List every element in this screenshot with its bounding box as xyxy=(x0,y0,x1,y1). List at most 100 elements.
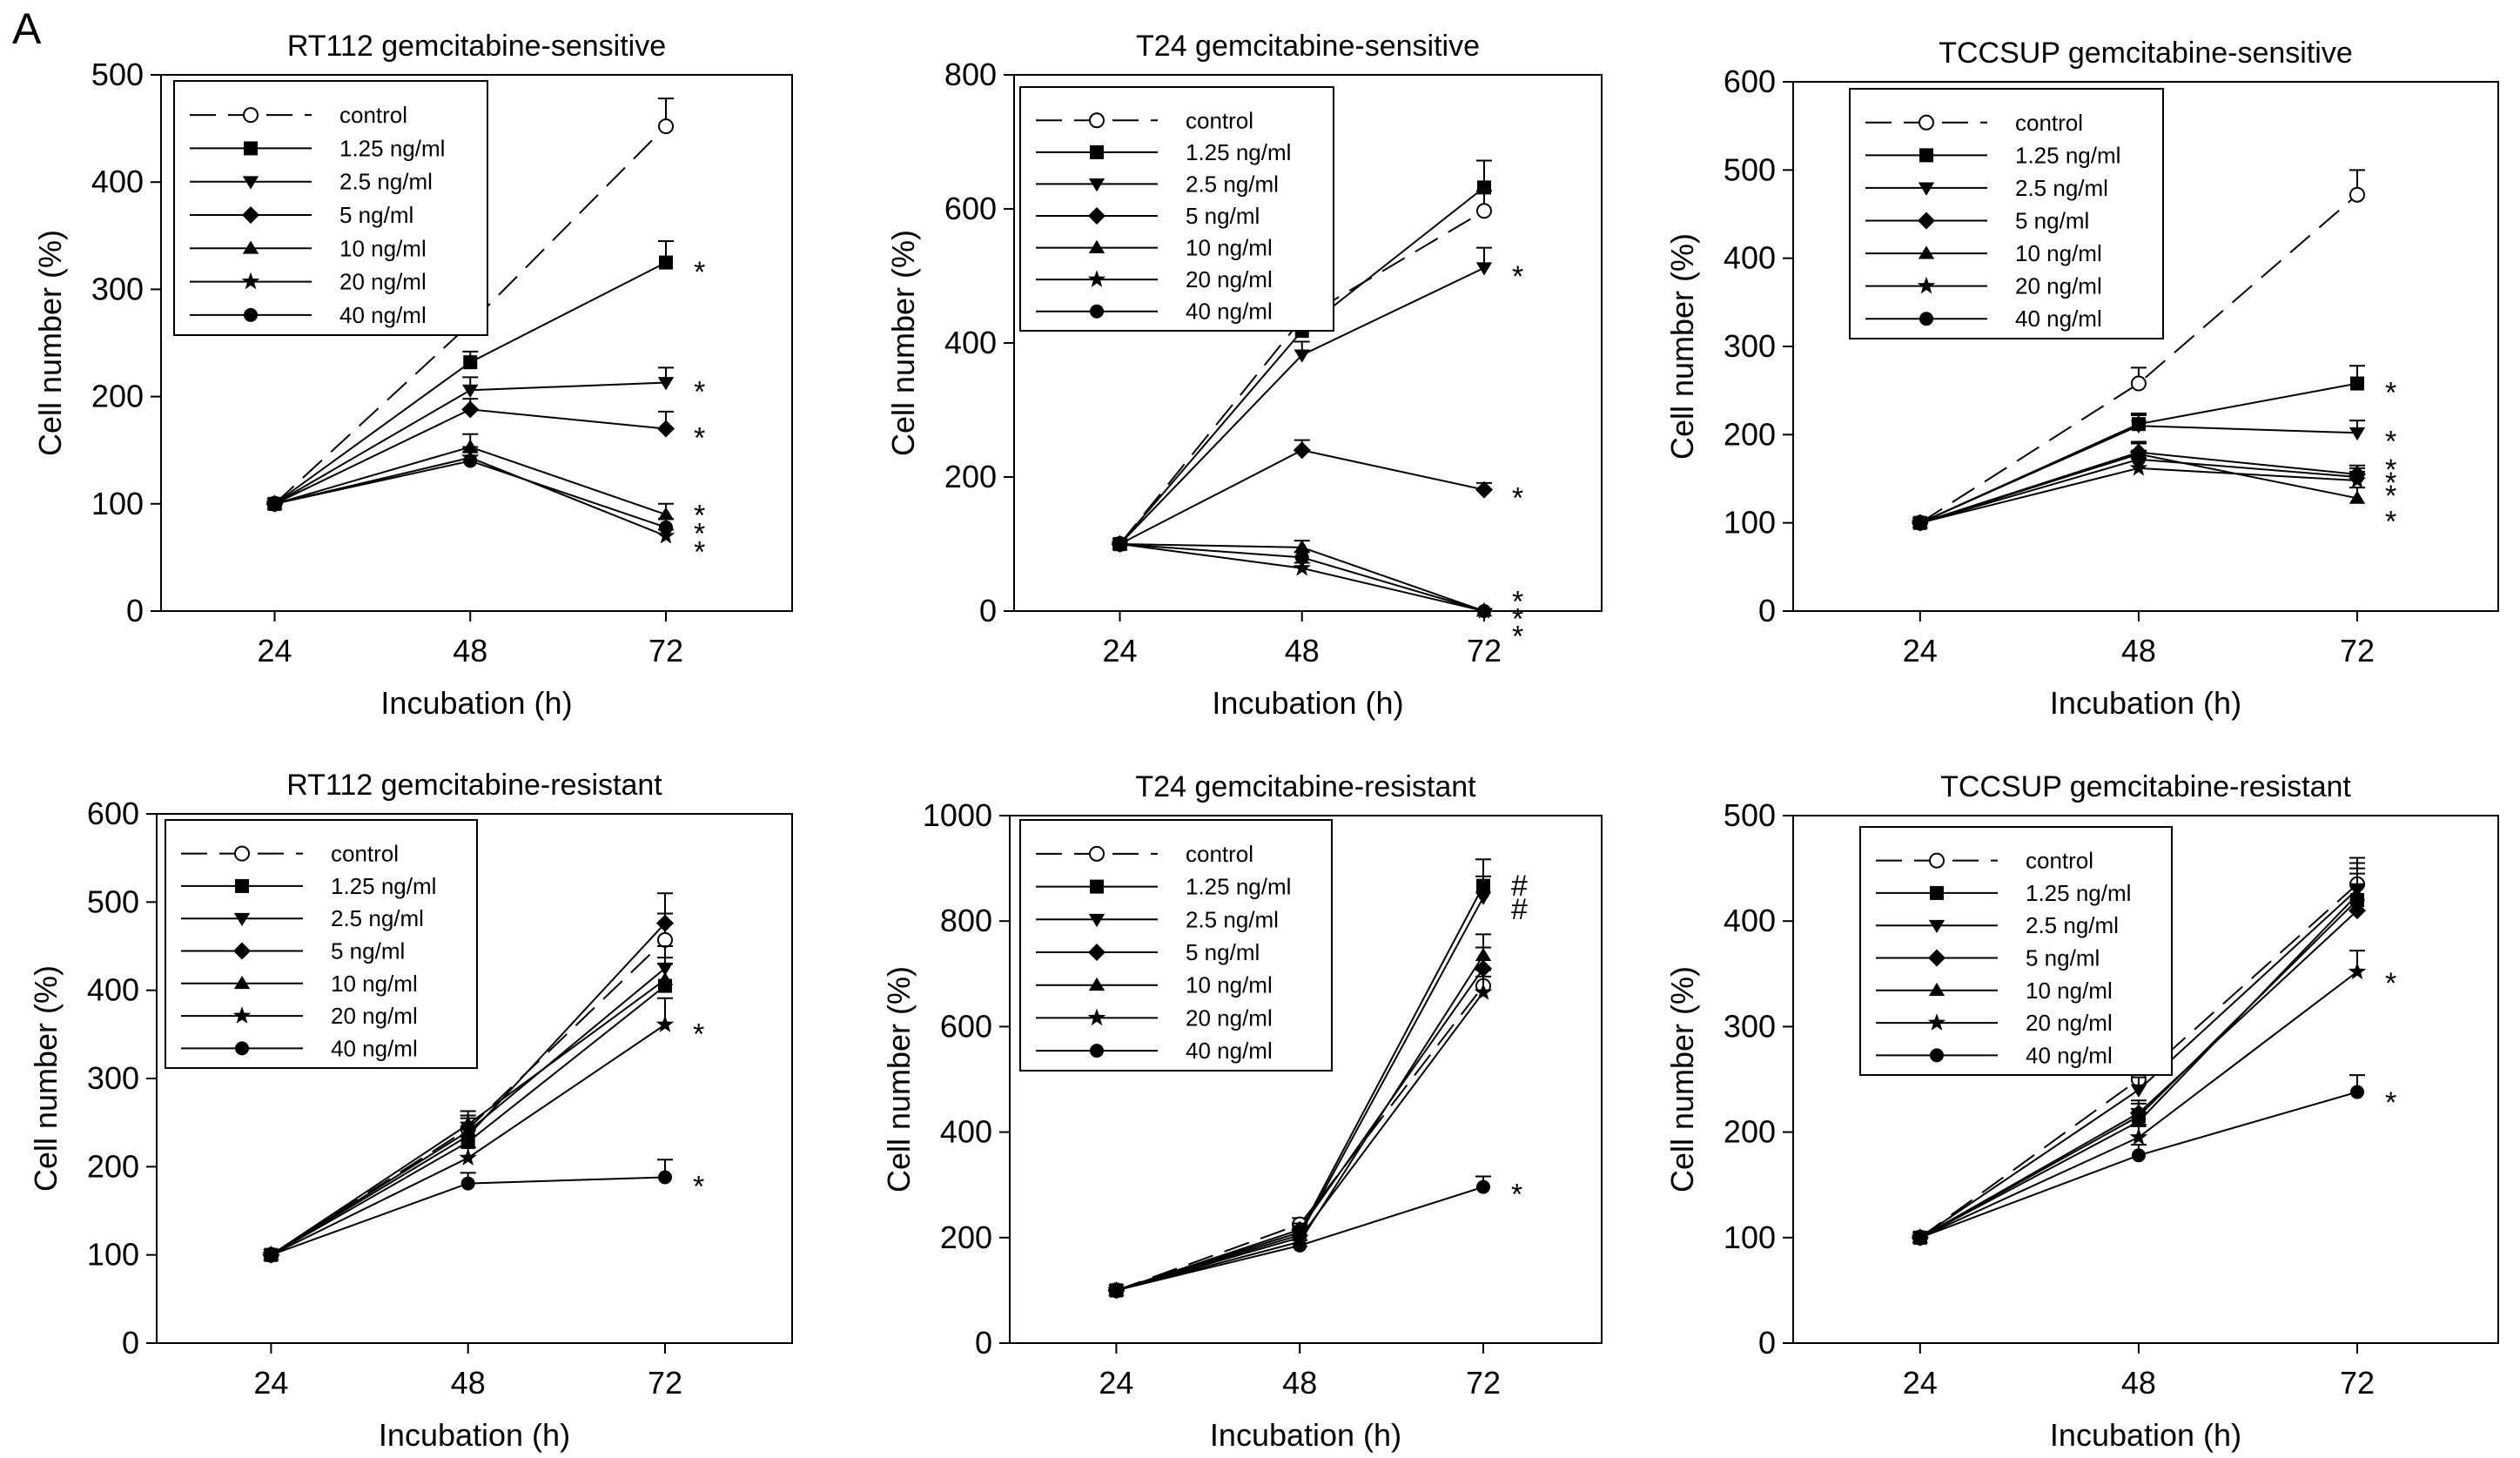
data-point xyxy=(2130,375,2147,392)
data-point xyxy=(2349,186,2365,203)
data-point xyxy=(2130,1084,2147,1098)
legend: control 1.25 ng/ml 2.5 ng/ml 5 ng/ml 10 ng/m… xyxy=(1859,826,2173,1076)
legend-marker-5 xyxy=(1928,949,1945,967)
series-40 xyxy=(1912,449,2365,530)
series-20 xyxy=(262,997,675,1263)
legend-label-10: 10 ng/ml xyxy=(2015,240,2102,266)
legend-label-control: control xyxy=(2015,110,2083,136)
significance-mark: * xyxy=(1511,1178,1522,1211)
legend-label-10: 10 ng/ml xyxy=(2026,978,2113,1004)
y-tick-label: 600 xyxy=(1724,64,1776,99)
legend-box xyxy=(1019,86,1334,332)
legend-marker-1-25 xyxy=(235,878,249,893)
legend: control 1.25 ng/ml 2.5 ng/ml 5 ng/ml 10 ng/m… xyxy=(173,80,488,336)
significance-mark: * xyxy=(2385,467,2396,500)
y-tick-label: 300 xyxy=(91,271,144,306)
data-point xyxy=(1474,983,1493,1000)
legend-marker-40 xyxy=(244,307,258,322)
legend-marker-10 xyxy=(1088,977,1105,991)
legend-label-control: control xyxy=(1186,107,1253,133)
legend-box xyxy=(1019,819,1333,1072)
legend-label-control: control xyxy=(1186,841,1253,867)
data-point xyxy=(463,355,478,370)
series-line xyxy=(1919,193,2358,524)
legend-label-20: 20 ng/ml xyxy=(339,269,427,295)
legend-marker-control xyxy=(234,845,250,862)
chart-2: T24 gemcitabine-sensitive 0 200 400 600 800 24… xyxy=(885,30,1603,721)
significance-mark: * xyxy=(2385,454,2396,487)
x-tick-label: 48 xyxy=(453,633,487,669)
chart-title: T24 gemcitabine-resistant xyxy=(1135,770,1476,803)
significance-mark: * xyxy=(693,1171,704,1204)
data-point xyxy=(658,118,674,135)
significance-mark: * xyxy=(694,517,705,550)
legend: control 1.25 ng/ml 2.5 ng/ml 5 ng/ml 10 ng/m… xyxy=(1019,86,1334,332)
y-tick-label: 200 xyxy=(940,1219,992,1255)
y-tick-label: 0 xyxy=(979,593,997,628)
data-point xyxy=(462,439,479,453)
legend: control 1.25 ng/ml 2.5 ng/ml 5 ng/ml 10 ng/m… xyxy=(1019,819,1333,1072)
legend-label-1-25: 1.25 ng/ml xyxy=(2026,880,2131,906)
x-tick-label: 72 xyxy=(648,633,683,669)
y-tick-label: 400 xyxy=(91,164,144,199)
y-tick-label: 400 xyxy=(87,972,139,1008)
data-point xyxy=(657,507,675,521)
legend-marker-40 xyxy=(1090,1044,1104,1058)
data-point xyxy=(2349,427,2366,441)
x-axis-label: Incubation (h) xyxy=(380,685,572,721)
legend-marker-1-25 xyxy=(1930,885,1944,900)
y-tick-label: 600 xyxy=(87,796,139,831)
x-tick-label: 72 xyxy=(1466,1365,1501,1401)
plot-frame xyxy=(160,74,793,612)
significance-mark: * xyxy=(1512,621,1523,654)
series-line xyxy=(273,125,667,505)
legend-marker-10 xyxy=(1928,982,1945,997)
legend-marker-40 xyxy=(235,1041,249,1056)
x-axis-label: Incubation (h) xyxy=(2050,685,2241,721)
legend-marker-5 xyxy=(233,942,251,960)
significance-mark: * xyxy=(2385,506,2396,539)
data-point xyxy=(2130,1113,2147,1127)
series-line xyxy=(1119,449,1485,545)
data-point xyxy=(460,1176,475,1191)
legend-marker-1-25 xyxy=(1090,144,1104,159)
legend-box xyxy=(1859,826,2173,1076)
data-point xyxy=(1109,1283,1124,1298)
data-point xyxy=(659,255,673,270)
significance-mark: * xyxy=(694,499,705,532)
x-axis-label: Incubation (h) xyxy=(1212,685,1403,721)
legend-marker-40 xyxy=(1930,1048,1944,1063)
data-point xyxy=(2131,452,2146,467)
y-tick-label: 1000 xyxy=(923,797,992,833)
significance-mark: * xyxy=(2385,377,2396,410)
y-axis-label: Cell number (%) xyxy=(885,230,921,456)
y-tick-label: 600 xyxy=(944,191,997,226)
y-axis-label: Cell number (%) xyxy=(32,230,68,456)
y-tick-label: 200 xyxy=(944,459,997,494)
x-tick-label: 72 xyxy=(2340,633,2375,669)
legend-marker-2-5 xyxy=(242,176,259,190)
data-point xyxy=(2350,469,2364,484)
legend-label-5: 5 ng/ml xyxy=(1186,939,1260,965)
legend-label-40: 40 ng/ml xyxy=(1186,299,1273,325)
data-point xyxy=(461,400,480,419)
data-point xyxy=(1476,1179,1490,1194)
legend-label-40: 40 ng/ml xyxy=(2026,1042,2113,1068)
data-point xyxy=(656,914,674,932)
legend-marker-20 xyxy=(241,272,260,290)
data-point xyxy=(1293,441,1311,460)
series-40 xyxy=(267,451,674,534)
x-tick-label: 24 xyxy=(1903,633,1938,669)
legend-marker-2-5 xyxy=(233,912,251,927)
legend-label-20: 20 ng/ml xyxy=(331,1003,418,1029)
significance-mark: # xyxy=(1511,870,1528,903)
legend-label-20: 20 ng/ml xyxy=(2015,273,2102,299)
data-point xyxy=(2349,490,2366,504)
legend-marker-5 xyxy=(1918,212,1935,230)
x-tick-label: 24 xyxy=(253,1365,288,1401)
legend-label-2-5: 2.5 ng/ml xyxy=(1186,171,1279,197)
legend-marker-control xyxy=(243,107,259,124)
chart-3: TCCSUP gemcitabine-sensitive 0 100 200 300 40… xyxy=(1664,37,2499,721)
legend-marker-40 xyxy=(1090,304,1104,319)
data-point xyxy=(2350,1085,2364,1099)
